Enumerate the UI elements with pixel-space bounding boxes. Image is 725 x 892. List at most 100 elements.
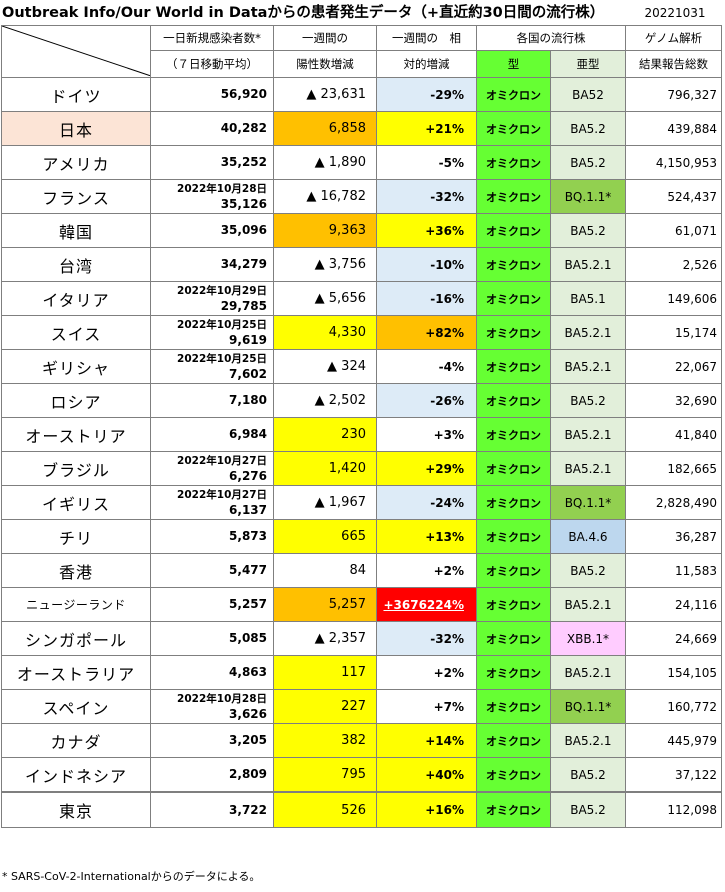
weekly-change-cell: 4,330 xyxy=(273,315,377,350)
relative-change-cell: +7% xyxy=(376,689,477,724)
strain-subtype-cell: BA5.2.1 xyxy=(550,417,626,452)
strain-subtype-cell: BA5.2 xyxy=(550,791,626,828)
header-relative: 一週間の 相 xyxy=(376,25,477,51)
relative-change-cell: +2% xyxy=(376,553,477,588)
weekly-change-cell: 5,257 xyxy=(273,587,377,622)
report-date-label: 2022年10月27日 xyxy=(177,454,267,467)
relative-change-cell: +3% xyxy=(376,417,477,452)
weekly-change-cell: ▲ 2,357 xyxy=(273,621,377,656)
genome-count-cell: 439,884 xyxy=(625,111,722,146)
country-name: 台湾 xyxy=(1,247,151,282)
weekly-change-cell: ▲ 1,967 xyxy=(273,485,377,520)
genome-count-cell: 160,772 xyxy=(625,689,722,724)
weekly-change-cell: 6,858 xyxy=(273,111,377,146)
new-cases-cell: 5,873 xyxy=(150,519,274,554)
strain-subtype-cell: BA.4.6 xyxy=(550,519,626,554)
new-cases-cell: 2022年10月27日 6,137 xyxy=(150,485,274,520)
genome-count-cell: 15,174 xyxy=(625,315,722,350)
new-cases-cell: 7,180 xyxy=(150,383,274,418)
strain-type-cell: オミクロン xyxy=(476,281,551,316)
new-cases-value: 3,722 xyxy=(229,802,267,817)
country-name: フランス xyxy=(1,179,151,214)
relative-change-cell: -10% xyxy=(376,247,477,282)
genome-count-cell: 796,327 xyxy=(625,77,722,112)
weekly-change-cell: ▲ 23,631 xyxy=(273,77,377,112)
strain-type-cell: オミクロン xyxy=(476,451,551,486)
header-new-cases-sub: （７日移動平均） xyxy=(150,50,274,78)
table-row: ニュージーランド 5,257 5,257 +3676224% オミクロン BA5.2.1 2… xyxy=(1,587,722,622)
relative-change-cell: +14% xyxy=(376,723,477,758)
header-row-2: （７日移動平均） 陽性数増減 対的増減 型 亜型 結果報告総数 xyxy=(2,50,722,78)
relative-change-cell: +82% xyxy=(376,315,477,350)
report-date-label: 2022年10月25日 xyxy=(177,318,267,331)
strain-subtype-cell: BA5.2 xyxy=(550,383,626,418)
new-cases-cell: 34,279 xyxy=(150,247,274,282)
new-cases-value: 35,252 xyxy=(220,155,267,169)
corner-cell xyxy=(1,25,151,78)
new-cases-cell: 2022年10月28日 3,626 xyxy=(150,689,274,724)
new-cases-value: 5,085 xyxy=(229,631,267,645)
new-cases-value: 3,205 xyxy=(229,733,267,747)
new-cases-value: 34,279 xyxy=(220,257,267,271)
strain-subtype-cell: BQ.1.1* xyxy=(550,689,626,724)
new-cases-cell: 2022年10月25日 9,619 xyxy=(150,315,274,350)
genome-count-cell: 2,828,490 xyxy=(625,485,722,520)
strain-type-cell: オミクロン xyxy=(476,485,551,520)
country-name: アメリカ xyxy=(1,145,151,180)
weekly-change-cell: 117 xyxy=(273,655,377,690)
relative-change-cell: -4% xyxy=(376,349,477,384)
weekly-change-cell: 526 xyxy=(273,791,377,828)
new-cases-cell: 3,205 xyxy=(150,723,274,758)
new-cases-value: 40,282 xyxy=(220,121,267,135)
strain-subtype-cell: BA5.2.1 xyxy=(550,315,626,350)
strain-subtype-cell: BA5.1 xyxy=(550,281,626,316)
strain-type-cell: オミクロン xyxy=(476,791,551,828)
table-row: アメリカ 35,252 ▲ 1,890 -5% オミクロン BA5.2 4,150,953 xyxy=(1,145,722,180)
strain-type-cell: オミクロン xyxy=(476,519,551,554)
strain-type-cell: オミクロン xyxy=(476,111,551,146)
weekly-change-cell: ▲ 2,502 xyxy=(273,383,377,418)
strain-subtype-cell: BQ.1.1* xyxy=(550,485,626,520)
table-row: シンガポール 5,085 ▲ 2,357 -32% オミクロン XBB.1* 24,669 xyxy=(1,621,722,656)
diagonal-line-icon xyxy=(2,26,150,76)
report-date-label: 2022年10月28日 xyxy=(177,692,267,705)
strain-type-cell: オミクロン xyxy=(476,553,551,588)
relative-change-cell: -26% xyxy=(376,383,477,418)
report-date: 20221031 xyxy=(644,6,706,20)
strain-type-cell: オミクロン xyxy=(476,757,551,793)
relative-change-cell: +13% xyxy=(376,519,477,554)
report-date-label: 2022年10月29日 xyxy=(177,284,267,297)
genome-count-cell: 24,669 xyxy=(625,621,722,656)
new-cases-cell: 2,809 xyxy=(150,757,274,793)
table-row: 韓国 35,096 9,363 +36% オミクロン BA5.2 61,071 xyxy=(1,213,722,248)
strain-subtype-cell: BA5.2 xyxy=(550,553,626,588)
strain-type-cell: オミクロン xyxy=(476,247,551,282)
new-cases-value: 7,180 xyxy=(229,393,267,407)
relative-change-cell: -16% xyxy=(376,281,477,316)
new-cases-cell: 5,477 xyxy=(150,553,274,588)
genome-count-cell: 4,150,953 xyxy=(625,145,722,180)
weekly-change-cell: ▲ 3,756 xyxy=(273,247,377,282)
country-name: オーストリア xyxy=(1,417,151,452)
relative-change-cell: +29% xyxy=(376,451,477,486)
strain-type-cell: オミクロン xyxy=(476,349,551,384)
genome-count-cell: 32,690 xyxy=(625,383,722,418)
table-row: フランス 2022年10月28日 35,126 ▲ 16,782 -32% オミクロン BQ… xyxy=(1,179,722,214)
genome-count-cell: 445,979 xyxy=(625,723,722,758)
table-row: スイス 2022年10月25日 9,619 4,330 +82% オミクロン BA5.2.1… xyxy=(1,315,722,350)
weekly-change-cell: 84 xyxy=(273,553,377,588)
table-row: 台湾 34,279 ▲ 3,756 -10% オミクロン BA5.2.1 2,526 xyxy=(1,247,722,282)
footnote: * SARS-CoV-2-Internationalからのデータによる。 xyxy=(2,870,261,883)
weekly-change-cell: ▲ 5,656 xyxy=(273,281,377,316)
country-name: ニュージーランド xyxy=(1,587,151,622)
country-name: オーストラリア xyxy=(1,655,151,690)
new-cases-cell: 4,863 xyxy=(150,655,274,690)
header-type: 型 xyxy=(476,50,551,78)
strain-subtype-cell: BA5.2 xyxy=(550,145,626,180)
new-cases-cell: 5,085 xyxy=(150,621,274,656)
new-cases-value: 29,785 xyxy=(220,298,267,313)
country-name: 日本 xyxy=(1,111,151,146)
country-name: イギリス xyxy=(1,485,151,520)
header-genome-sub: 結果報告総数 xyxy=(625,50,722,78)
weekly-change-cell: 382 xyxy=(273,723,377,758)
